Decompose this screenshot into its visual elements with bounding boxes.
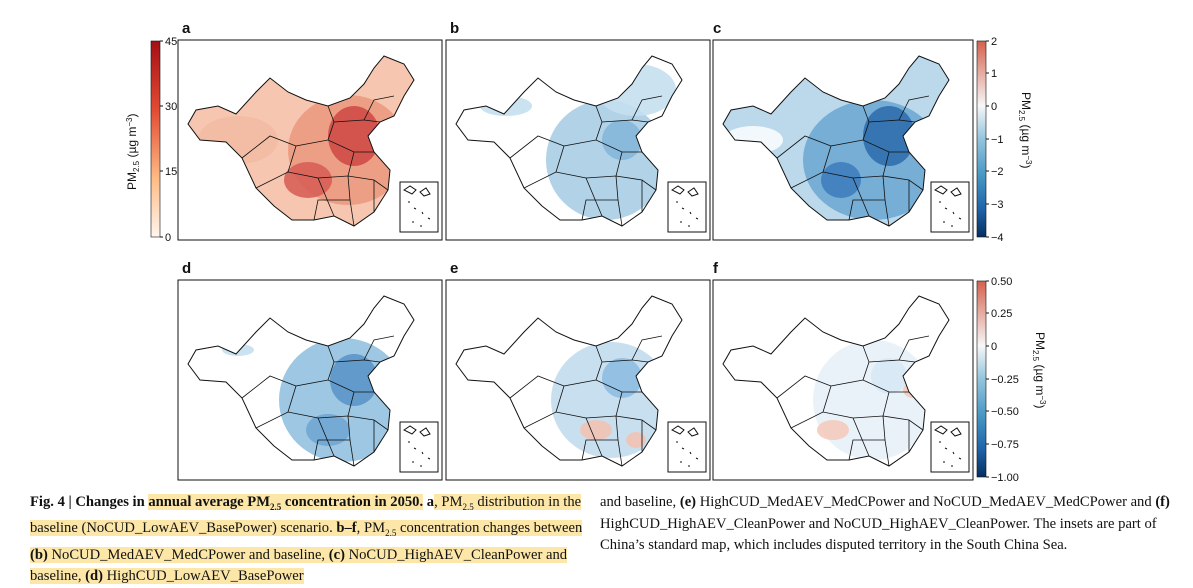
panel-label-b: b (450, 20, 459, 37)
cb-c-tick-6: −4 (991, 232, 1004, 244)
cb-f-tick-3: −0.25 (991, 374, 1019, 386)
cb-c-label: PM2.5 (µg m−3) (1017, 92, 1033, 169)
panel-label-a: a (182, 20, 191, 37)
panel-c (712, 39, 974, 241)
panel-d (177, 279, 443, 481)
panel-label-e: e (450, 260, 458, 277)
panel-a (177, 39, 443, 241)
cb-f-tick-0: 0.50 (991, 276, 1012, 288)
panel-label-d: d (182, 260, 191, 277)
cb-c-tick-5: −3 (991, 199, 1004, 211)
cb-a-tick-2: 15 (165, 166, 177, 178)
colorbar-a: 45 30 15 0 PM2.5 (µg m−3) (125, 36, 177, 244)
figure-caption-right: and baseline, (e) HighCUD_MedAEV_MedCPow… (600, 494, 1170, 553)
cb-a-tick-3: 0 (165, 232, 171, 244)
colorbar-c: 2 1 0 −1 −2 −3 −4 PM2.5 (µg m−3) (976, 36, 1033, 244)
fig-label: Fig. 4 | (30, 494, 76, 510)
cb-f-tick-4: −0.50 (991, 406, 1019, 418)
colorbar-f: 0.50 0.25 0 −0.25 −0.50 −0.75 −1.00 PM2.… (976, 276, 1047, 484)
cb-f-label: PM2.5 (µg m−3) (1031, 332, 1047, 409)
panel-label-c: c (713, 20, 721, 37)
cb-c-tick-2: 0 (991, 101, 997, 113)
cb-c-tick-4: −2 (991, 166, 1004, 178)
cb-a-tick-0: 45 (165, 36, 177, 48)
caption-title-highlight: annual average PM2.5 concentration in 20… (148, 494, 424, 512)
cb-c-tick-3: −1 (991, 134, 1004, 146)
cb-f-tick-5: −0.75 (991, 439, 1019, 451)
cb-f-tick-1: 0.25 (991, 308, 1012, 320)
cb-c-tick-1: 1 (991, 68, 997, 80)
figure-caption-left: Fig. 4 | Changes in annual average PM2.5… (30, 492, 590, 588)
cb-c-tick-0: 2 (991, 36, 997, 48)
caption-title-pre: Changes in (75, 494, 149, 510)
panel-f (712, 279, 974, 481)
caption-a-label: a (423, 494, 435, 510)
cb-f-tick-6: −1.00 (991, 472, 1019, 484)
panel-label-f: f (713, 260, 719, 277)
panel-b (445, 39, 711, 241)
panel-e (445, 279, 711, 481)
cb-a-label: PM2.5 (µg m−3) (125, 114, 141, 191)
cb-f-tick-2: 0 (991, 341, 997, 353)
cb-a-tick-1: 30 (165, 101, 177, 113)
figure: a b c d e f 45 30 15 0 PM2.5 (µg m−3) 2 … (125, 20, 1047, 484)
